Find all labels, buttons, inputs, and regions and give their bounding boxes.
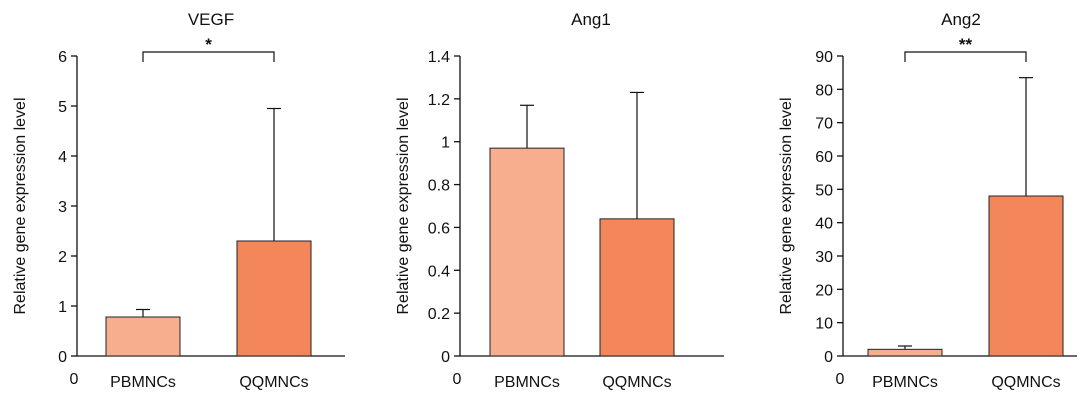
chart-title: VEGF	[188, 10, 234, 29]
y-tick-label: 6	[58, 49, 67, 66]
y-tick-label: 0.4	[428, 263, 450, 280]
category-label: QQMNCs	[602, 374, 671, 391]
y-tick-label: 5	[58, 99, 67, 116]
bar-qqmncs	[236, 240, 312, 357]
y-tick-label: 30	[815, 249, 833, 266]
category-label: PBMNCs	[494, 374, 560, 391]
y-tick-label: 70	[815, 116, 833, 133]
significance-label: *	[205, 35, 212, 54]
bar-qqmncs	[599, 218, 675, 357]
chart-panel-ang2: Ang2 Relative gene expression level 0 10 20 3…	[778, 10, 1077, 391]
chart-title: Ang2	[941, 10, 981, 29]
bar-pbmncs	[489, 147, 565, 357]
y-tick-label: 1.2	[428, 92, 450, 109]
y-tick-label: 0	[824, 349, 833, 366]
y-tick-label: 10	[815, 316, 833, 333]
x-origin-label: 0	[836, 371, 845, 388]
bar-pbmncs	[867, 348, 943, 357]
y-axis-label: Relative gene expression level	[778, 97, 795, 314]
y-axis-label: Relative gene expression level	[395, 97, 412, 314]
significance-bracket	[142, 51, 275, 62]
y-tick-label: 0	[58, 349, 67, 366]
category-label: PBMNCs	[110, 374, 176, 391]
bar-pbmncs	[105, 316, 181, 357]
significance-bracket	[904, 51, 1027, 62]
x-origin-label: 0	[70, 371, 79, 388]
y-tick-label: 60	[815, 149, 833, 166]
y-tick-label: 1	[441, 135, 450, 152]
y-tick-label: 4	[58, 149, 67, 166]
chart-title: Ang1	[571, 10, 611, 29]
y-tick-label: 2	[58, 249, 67, 266]
y-tick-label: 90	[815, 49, 833, 66]
significance-label: **	[959, 35, 973, 54]
y-tick-label: 80	[815, 82, 833, 99]
y-tick-label: 20	[815, 282, 833, 299]
category-label: QQMNCs	[239, 374, 308, 391]
x-origin-label: 0	[453, 371, 462, 388]
y-tick-label: 0.6	[428, 220, 450, 237]
y-axis-label: Relative gene expression level	[12, 97, 29, 314]
category-label: QQMNCs	[991, 374, 1060, 391]
bar-qqmncs	[988, 195, 1064, 357]
y-tick-label: 3	[58, 199, 67, 216]
y-tick-label: 1	[58, 299, 67, 316]
y-tick-label: 0	[441, 349, 450, 366]
chart-panel-vegf: VEGF Relative gene expression level 0 1 2 3 4 5…	[12, 10, 345, 391]
y-tick-label: 50	[815, 182, 833, 199]
y-tick-label: 1.4	[428, 49, 450, 66]
y-tick-label: 40	[815, 216, 833, 233]
y-tick-label: 0.2	[428, 306, 450, 323]
chart-panel-ang1: Ang1 Relative gene expression level 0 0.2 0.…	[395, 10, 724, 391]
category-label: PBMNCs	[872, 374, 938, 391]
y-tick-label: 0.8	[428, 178, 450, 195]
